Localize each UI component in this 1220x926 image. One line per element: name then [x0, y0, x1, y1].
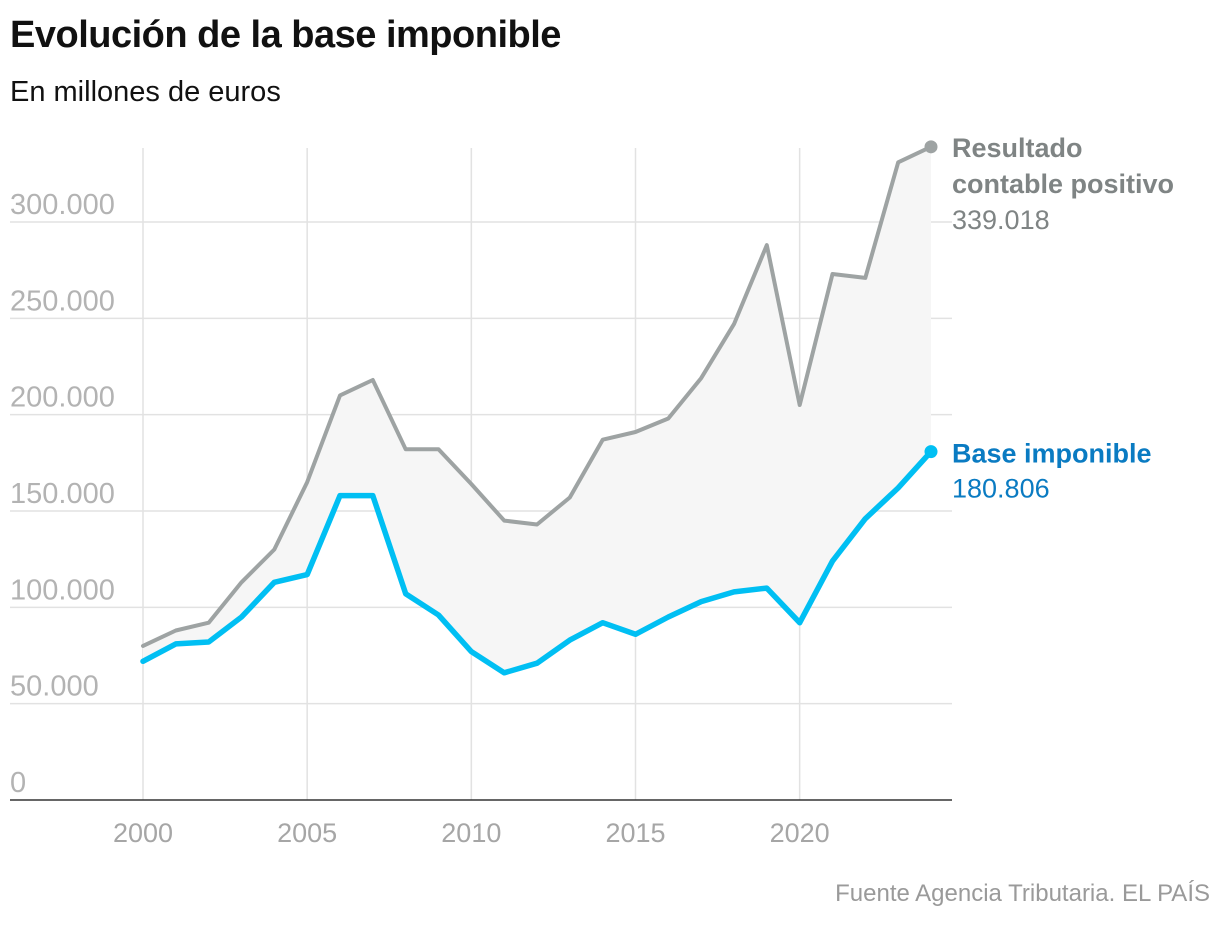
base-imponible-line — [140, 448, 934, 676]
chart-title: Evolución de la base imponible — [10, 14, 561, 56]
resultado-endpoint — [924, 140, 938, 154]
x-tick-label: 2020 — [770, 818, 830, 848]
x-tick-label: 2000 — [113, 818, 173, 848]
resultado-label: contable positivo — [952, 169, 1174, 199]
base-imponible-endpoint — [924, 445, 938, 459]
x-tick-label: 2005 — [277, 818, 337, 848]
y-tick-label: 300.000 — [10, 189, 115, 221]
source-note: Fuente Agencia Tributaria. EL PAÍS — [835, 880, 1210, 907]
y-tick-label: 250.000 — [10, 285, 115, 317]
x-tick-label: 2010 — [441, 818, 501, 848]
resultado-value-label: 339.018 — [952, 205, 1050, 235]
resultado-label: Resultado — [952, 133, 1083, 163]
y-tick-label: 50.000 — [10, 671, 99, 703]
y-tick-label: 0 — [10, 767, 26, 799]
x-tick-label: 2015 — [605, 818, 665, 848]
base-imponible-value-label: 180.806 — [952, 474, 1050, 504]
y-tick-label: 150.000 — [10, 478, 115, 510]
area-between-series — [143, 146, 931, 673]
chart-subtitle: En millones de euros — [10, 76, 281, 108]
resultado-line — [141, 144, 933, 648]
y-tick-label: 200.000 — [10, 382, 115, 414]
base-imponible-label: Base imponible — [952, 439, 1152, 469]
y-tick-label: 100.000 — [10, 574, 115, 606]
